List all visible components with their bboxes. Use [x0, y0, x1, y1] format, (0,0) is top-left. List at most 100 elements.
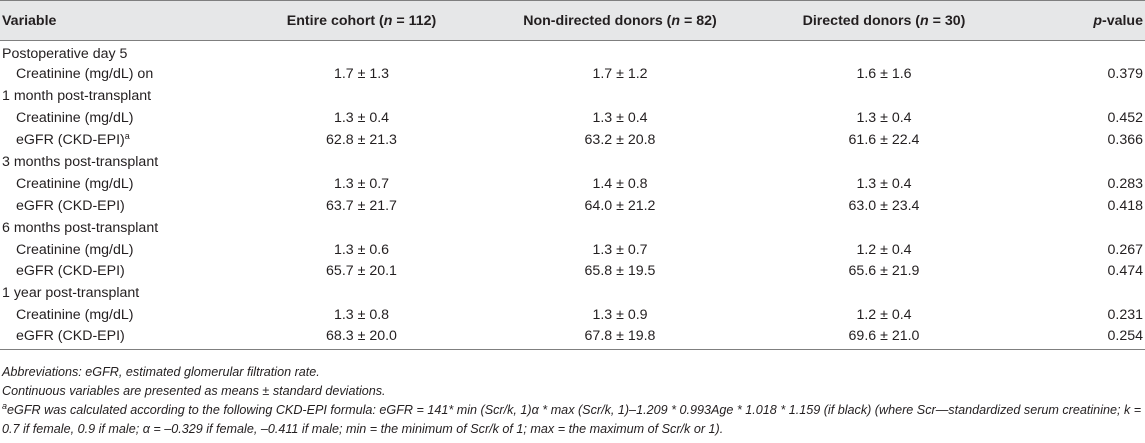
empty-cell	[232, 41, 491, 65]
entire-cohort-value: 68.3 ± 20.0	[232, 326, 491, 350]
abbreviations-note: Abbreviations: eGFR, estimated glomerula…	[2, 365, 320, 379]
header-variable: Variable	[0, 0, 232, 41]
non-directed-value: 64.0 ± 21.2	[584, 197, 656, 214]
variable-cell: eGFR (CKD-EPI)	[0, 261, 232, 283]
empty-cell	[749, 86, 1019, 108]
footnote-text: eGFR was calculated according to the fol…	[2, 403, 1142, 436]
variable-label: eGFR (CKD-EPI)	[16, 197, 125, 214]
p-value: 0.418	[1107, 197, 1143, 214]
header-p-value: p-value	[1019, 0, 1145, 41]
empty-cell	[491, 86, 749, 108]
non-directed-value: 67.8 ± 19.8	[491, 326, 749, 350]
section-label: Postoperative day 5	[2, 46, 128, 62]
empty-cell	[232, 152, 491, 174]
header-entire-cohort: Entire cohort (n = 112)	[232, 0, 491, 41]
variable-cell: Creatinine (mg/dL)	[0, 173, 232, 195]
table-notes: Abbreviations: eGFR, estimated glomerula…	[2, 363, 1143, 439]
p-value: 0.254	[1019, 326, 1145, 350]
variable-label: Creatinine (mg/dL)	[16, 110, 134, 127]
presentation-note: Continuous variables are presented as me…	[2, 384, 386, 398]
directed-value: 1.6 ± 1.6	[856, 66, 912, 83]
section-label: 1 month post-transplant	[2, 88, 152, 105]
variable-cell: eGFR (CKD-EPI)	[0, 195, 232, 217]
section-row: 1 year post-transplant	[0, 283, 1145, 305]
empty-cell	[1019, 152, 1145, 174]
entire-cohort-value: 62.8 ± 21.3	[326, 132, 397, 149]
entire-cohort-value: 1.3 ± 0.8	[333, 307, 390, 324]
section-row: 1 month post-transplant	[0, 86, 1145, 108]
empty-cell	[1019, 86, 1145, 108]
section-label: 3 months post-transplant	[2, 154, 159, 170]
non-directed-value: 65.8 ± 19.5	[584, 263, 656, 280]
header-directed: Directed donors (n = 30)	[749, 0, 1019, 41]
p-value: 0.452	[1107, 110, 1143, 127]
directed-value: 1.3 ± 0.4	[856, 110, 912, 127]
section-row: Postoperative day 5	[0, 41, 1145, 65]
variable-cell: Creatinine (mg/dL)	[0, 305, 232, 327]
variable-label: eGFR (CKD-EPI)	[16, 132, 125, 149]
table-row: Creatinine (mg/dL) 1.3 ± 0.4 1.3 ± 0.4 1.3 …	[0, 108, 1145, 130]
table-row: Creatinine (mg/dL) on 1.7 ± 1.3 1.7 ± 1.2 1…	[0, 64, 1145, 86]
non-directed-value: 1.4 ± 0.8	[592, 175, 648, 192]
entire-cohort-value: 1.3 ± 0.7	[333, 175, 390, 192]
p-value: 0.379	[1107, 66, 1143, 83]
entire-cohort-value: 65.7 ± 20.1	[326, 263, 397, 280]
directed-value: 65.6 ± 21.9	[848, 263, 920, 280]
table-body: Postoperative day 5 Creatinine (mg/dL) on…	[0, 41, 1145, 350]
entire-cohort-value: 1.7 ± 1.3	[333, 66, 390, 83]
variable-label: Creatinine (mg/dL)	[16, 241, 134, 258]
section-row: 3 months post-transplant	[0, 152, 1145, 174]
variable-cell: Creatinine (mg/dL) on	[0, 64, 232, 86]
table-row: eGFR (CKD-EPI)a 62.8 ± 21.3 63.2 ± 20.8 61.…	[0, 130, 1145, 152]
variable-cell: eGFR (CKD-EPI)	[0, 326, 232, 350]
table-row: eGFR (CKD-EPI) 68.3 ± 20.0 67.8 ± 19.8 69.6…	[0, 326, 1145, 350]
table-row: eGFR (CKD-EPI) 63.7 ± 21.7 64.0 ± 21.2 63.0…	[0, 195, 1145, 217]
table-row: Creatinine (mg/dL) 1.3 ± 0.8 1.3 ± 0.9 1.2 …	[0, 305, 1145, 327]
empty-cell	[491, 217, 749, 239]
p-value: 0.283	[1107, 175, 1143, 192]
entire-cohort-value: 1.3 ± 0.4	[333, 110, 390, 127]
variable-cell: Creatinine (mg/dL)	[0, 108, 232, 130]
formula-footnote: aeGFR was calculated according to the fo…	[2, 401, 1143, 439]
entire-cohort-value: 63.7 ± 21.7	[326, 197, 397, 214]
directed-value: 1.2 ± 0.4	[856, 307, 912, 324]
section-row: 6 months post-transplant	[0, 217, 1145, 239]
non-directed-value: 1.3 ± 0.4	[592, 110, 648, 127]
empty-cell	[491, 152, 749, 174]
header-row: Variable Entire cohort (n = 112) Non-dir…	[0, 0, 1145, 41]
empty-cell	[491, 283, 749, 305]
table-row: eGFR (CKD-EPI) 65.7 ± 20.1 65.8 ± 19.5 65.6…	[0, 261, 1145, 283]
p-value: 0.366	[1107, 132, 1143, 149]
directed-value: 61.6 ± 22.4	[848, 132, 920, 149]
variable-cell: Creatinine (mg/dL)	[0, 239, 232, 261]
entire-cohort-value: 1.3 ± 0.6	[333, 241, 390, 258]
footnote-marker: a	[2, 401, 8, 411]
variable-cell: eGFR (CKD-EPI)a	[0, 130, 232, 152]
empty-cell	[749, 217, 1019, 239]
variable-label: eGFR (CKD-EPI)	[16, 327, 125, 344]
empty-cell	[749, 152, 1019, 174]
empty-cell	[232, 86, 491, 108]
empty-cell	[749, 41, 1019, 65]
section-label: 1 year post-transplant	[2, 285, 140, 302]
directed-value: 63.0 ± 23.4	[848, 197, 920, 214]
empty-cell	[1019, 283, 1145, 305]
non-directed-value: 1.3 ± 0.9	[592, 307, 648, 324]
non-directed-value: 1.3 ± 0.7	[592, 241, 648, 258]
empty-cell	[232, 283, 491, 305]
empty-cell	[1019, 217, 1145, 239]
directed-value: 1.3 ± 0.4	[856, 175, 912, 192]
empty-cell	[749, 283, 1019, 305]
empty-cell	[491, 41, 749, 65]
table-row: Creatinine (mg/dL) 1.3 ± 0.6 1.3 ± 0.7 1.2 …	[0, 239, 1145, 261]
non-directed-value: 1.7 ± 1.2	[592, 66, 648, 83]
empty-cell	[1019, 41, 1145, 65]
header-non-directed: Non-directed donors (n = 82)	[491, 0, 749, 41]
results-table: Variable Entire cohort (n = 112) Non-dir…	[0, 0, 1145, 350]
non-directed-value: 63.2 ± 20.8	[584, 132, 656, 149]
footnote-ref: a	[124, 131, 130, 142]
p-value: 0.231	[1107, 307, 1143, 324]
table-row: Creatinine (mg/dL) 1.3 ± 0.7 1.4 ± 0.8 1.3 …	[0, 173, 1145, 195]
p-value: 0.474	[1107, 263, 1143, 280]
